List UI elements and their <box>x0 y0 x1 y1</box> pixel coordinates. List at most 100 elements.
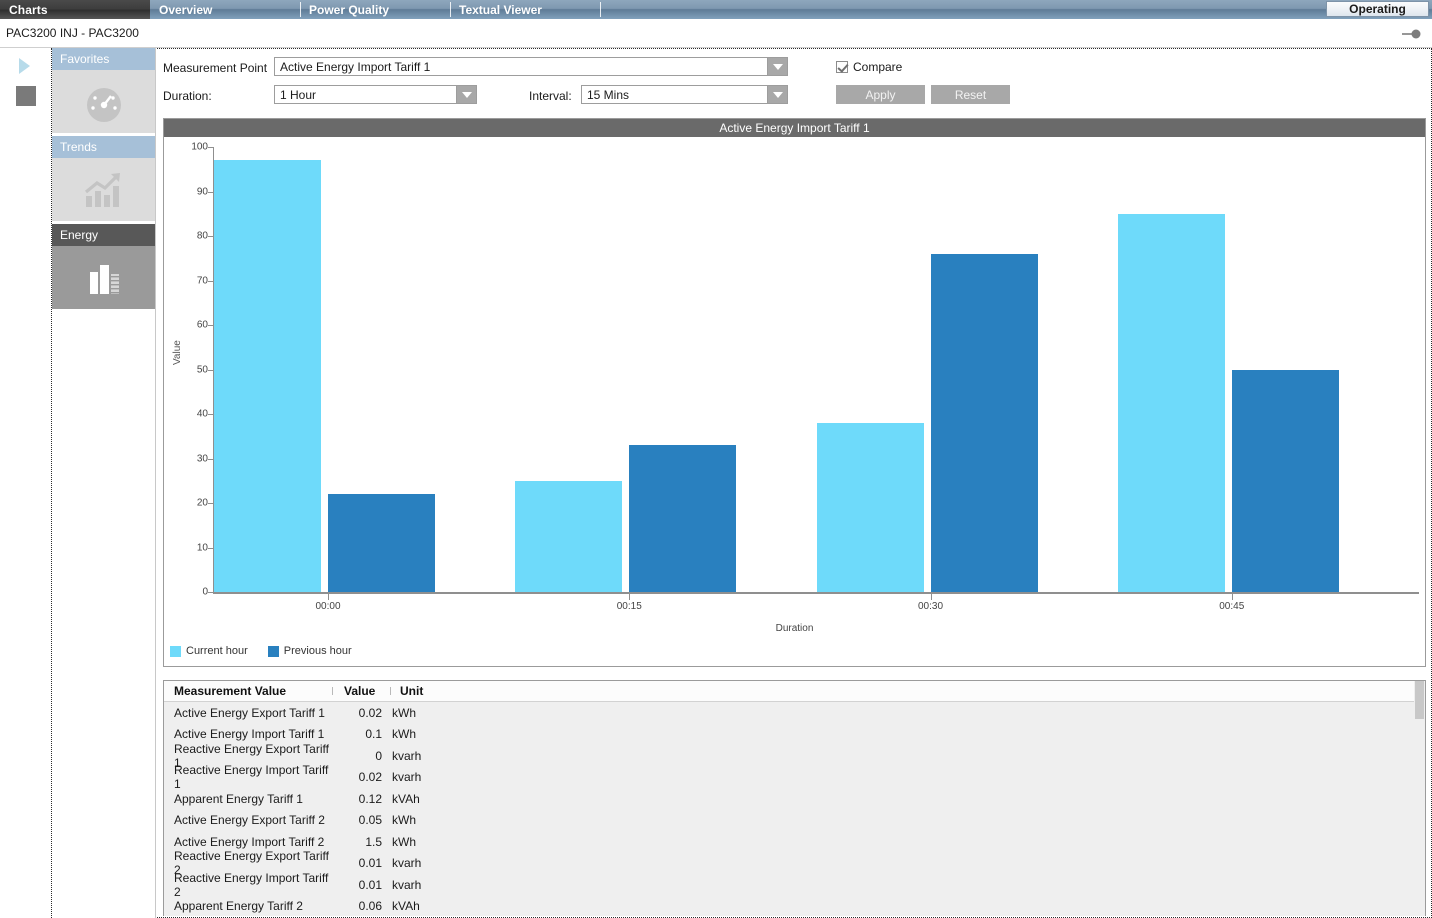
sidebar-tile-favorites[interactable] <box>52 70 155 133</box>
sidebar-item-label: Trends <box>60 140 97 154</box>
sidebar-item-trends[interactable]: Trends <box>52 136 155 158</box>
table-vertical-scrollbar[interactable] <box>1414 681 1425 916</box>
chart-plot-area: Value 0 10 20 30 40 50 60 70 80 90 100 00:00 00:15 0… <box>164 137 1425 666</box>
chevron-down-icon[interactable] <box>456 86 476 103</box>
table-row[interactable]: Apparent Energy Tariff 2 0.06 kVAh <box>164 896 1425 917</box>
tab-textual-viewer[interactable]: Textual Viewer <box>450 0 600 19</box>
cell-value: 0.12 <box>358 791 382 806</box>
sidebar-item-label: Energy <box>60 228 99 242</box>
y-axis-tick-label: 90 <box>196 186 208 197</box>
table-row[interactable]: Reactive Energy Export Tariff 1 0 kvarh <box>164 742 1425 770</box>
cell-unit: kVAh <box>392 791 420 806</box>
top-tab-bar: Charts Overview Power Quality Textual Vi… <box>0 0 1432 19</box>
legend-item[interactable]: Previous hour <box>267 645 352 657</box>
sidebar-item-energy[interactable]: Energy <box>52 224 155 246</box>
apply-button[interactable]: Apply <box>836 85 925 104</box>
stop-square-icon[interactable] <box>16 86 36 106</box>
bar-current-hour[interactable] <box>1117 213 1225 592</box>
column-header-measurement-value[interactable]: Measurement Value <box>174 684 287 698</box>
bar-group <box>816 147 1118 592</box>
y-axis-tick-mark <box>208 147 213 148</box>
table-row[interactable]: Active Energy Export Tariff 1 0.02 kWh <box>164 702 1425 724</box>
cell-value: 0.02 <box>358 705 382 720</box>
y-axis-tick-mark <box>208 414 213 415</box>
category-nav-panel: Favorites Trends Energy <box>52 48 156 918</box>
operating-mode-button[interactable]: Operating <box>1326 1 1429 17</box>
interval-value: 15 Mins <box>587 87 630 102</box>
charts-content-panel: Measurement Point Active Energy Import T… <box>157 50 1430 916</box>
y-axis-tick-label: 20 <box>196 497 208 509</box>
tab-overview[interactable]: Overview <box>159 2 213 17</box>
table-row[interactable]: Reactive Energy Export Tariff 2 0.01 kvarh <box>164 849 1425 877</box>
scrollbar-thumb[interactable] <box>1415 681 1424 719</box>
x-axis-tick-mark <box>328 594 329 600</box>
table-row[interactable]: Active Energy Import Tariff 2 1.5 kWh <box>164 831 1425 853</box>
measurement-point-label: Measurement Point <box>163 61 268 75</box>
cell-measurement-name: Apparent Energy Tariff 2 <box>174 899 303 914</box>
bar-current-hour[interactable] <box>816 422 924 592</box>
x-axis-tick-label: 00:15 <box>616 601 642 612</box>
cell-value: 0.02 <box>358 770 382 785</box>
column-header-label: Unit <box>400 684 424 698</box>
x-axis-tick-mark <box>930 594 932 600</box>
column-header-value[interactable]: Value <box>332 684 390 698</box>
breadcrumb: PAC3200 INJ - PAC3200 <box>6 26 139 40</box>
y-axis-tick-label: 30 <box>196 453 208 464</box>
cell-unit: kVAh <box>392 899 420 914</box>
sidebar-item-favorites[interactable]: Favorites <box>52 48 155 70</box>
y-axis-tick-mark <box>208 592 213 593</box>
measurement-table: Measurement Value Value Unit Active Ener… <box>163 680 1426 916</box>
y-axis-tick-label: 0 <box>202 586 208 598</box>
y-axis-tick-mark <box>208 280 213 282</box>
bar-previous-hour[interactable] <box>328 494 435 592</box>
y-axis-tick-mark <box>208 236 213 237</box>
y-axis-tick-label: 100 <box>191 141 208 153</box>
x-axis-tick-mark <box>629 594 631 600</box>
column-header-unit[interactable]: Unit <box>390 684 446 698</box>
chart-x-axis-title: Duration <box>775 623 814 634</box>
chevron-down-icon[interactable] <box>767 86 787 103</box>
duration-value: 1 Hour <box>280 87 317 102</box>
cell-unit: kWh <box>392 705 416 720</box>
sidebar-tile-trends[interactable] <box>52 158 155 221</box>
table-row[interactable]: Reactive Energy Import Tariff 2 0.01 kvarh <box>164 871 1425 899</box>
cell-unit: kWh <box>392 727 416 742</box>
cell-unit: kvarh <box>392 877 422 892</box>
left-rail <box>0 48 51 918</box>
y-axis-tick-label: 10 <box>196 542 208 553</box>
checkbox-box-icon[interactable] <box>836 61 848 73</box>
table-row[interactable]: Active Energy Import Tariff 1 0.1 kWh <box>164 724 1425 746</box>
play-triangle-icon[interactable] <box>19 58 30 74</box>
bar-previous-hour[interactable] <box>629 445 737 592</box>
cell-measurement-name: Active Energy Import Tariff 2 <box>174 834 325 849</box>
bar-previous-hour[interactable] <box>1231 369 1339 592</box>
table-row[interactable]: Active Energy Export Tariff 2 0.05 kWh <box>164 810 1425 832</box>
y-axis-tick-label: 80 <box>196 230 208 242</box>
interval-select[interactable]: 15 Mins <box>581 85 788 104</box>
bar-current-hour[interactable] <box>214 160 321 592</box>
bar-previous-hour[interactable] <box>930 253 1038 592</box>
x-axis-tick-label: 00:30 <box>917 601 944 612</box>
tab-charts[interactable]: Charts <box>0 0 150 19</box>
legend-swatch-icon <box>170 645 181 657</box>
chart-title: Active Energy Import Tariff 1 <box>164 119 1425 137</box>
measurement-point-select[interactable]: Active Energy Import Tariff 1 <box>274 57 788 76</box>
bar-current-hour[interactable] <box>515 480 623 592</box>
legend-item[interactable]: Current hour <box>170 645 248 657</box>
reset-button[interactable]: Reset <box>931 85 1010 104</box>
cell-unit: kWh <box>392 834 416 849</box>
cell-value: 0.05 <box>358 813 382 828</box>
nav-gap-1 <box>52 133 155 136</box>
duration-select[interactable]: 1 Hour <box>274 85 477 104</box>
measurement-point-value: Active Energy Import Tariff 1 <box>280 59 431 74</box>
chevron-down-icon[interactable] <box>767 58 787 75</box>
table-header-row: Measurement Value Value Unit <box>164 681 1425 702</box>
sidebar-tile-energy[interactable] <box>52 246 155 309</box>
tab-power-quality[interactable]: Power Quality <box>300 0 450 19</box>
bar-group <box>515 147 816 592</box>
table-row[interactable]: Apparent Energy Tariff 1 0.12 kVAh <box>164 788 1425 810</box>
table-row[interactable]: Reactive Energy Import Tariff 1 0.02 kvarh <box>164 763 1425 791</box>
compare-checkbox[interactable]: Compare <box>836 60 902 74</box>
chart-bars <box>214 147 1419 592</box>
pin-icon[interactable] <box>1400 28 1422 40</box>
